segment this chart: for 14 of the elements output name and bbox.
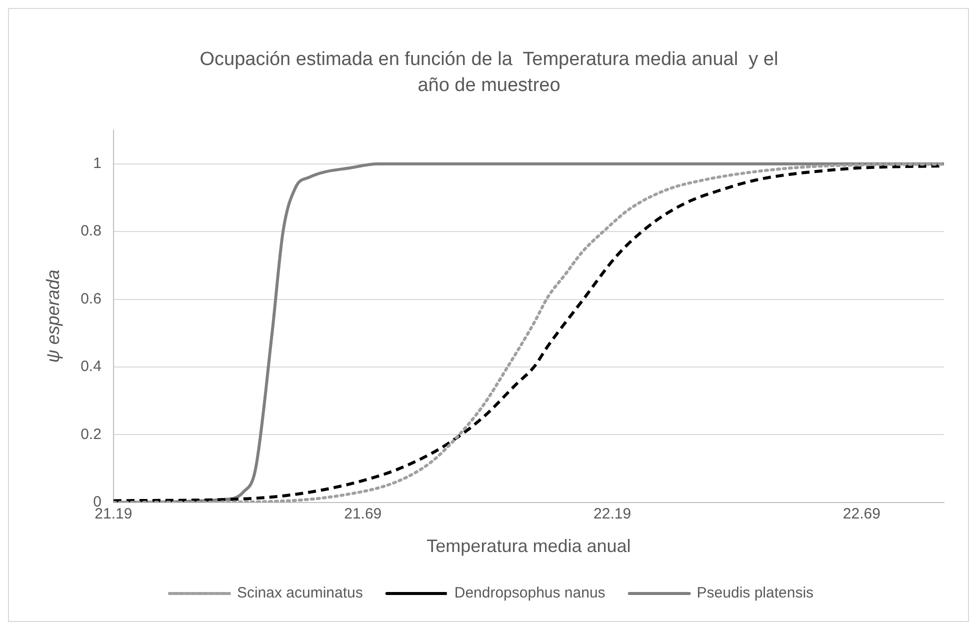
x-axis-title: Temperatura media anual [426,536,631,556]
legend-label: Scinax acuminatus [236,584,363,602]
y-tick-label: 0.6 [80,290,102,308]
x-tick-label: 21.69 [344,506,382,523]
chart-title: Ocupación estimada en función de la Temperatura media anual y el año de muestreo [198,48,780,98]
y-tick-label: 1 [93,154,102,172]
legend-label: Pseudis platensis [696,584,814,602]
x-tick-label: 22.19 [594,506,632,523]
y-tick-label: 0.2 [80,426,102,443]
y-tick-label: 0.8 [80,222,102,240]
y-axis-title: ψ esperada [42,270,63,363]
x-tick-label: 22.69 [842,506,880,523]
y-tick-label: 0.4 [80,358,102,376]
legend-label: Dendropsophus nanus [454,584,606,602]
